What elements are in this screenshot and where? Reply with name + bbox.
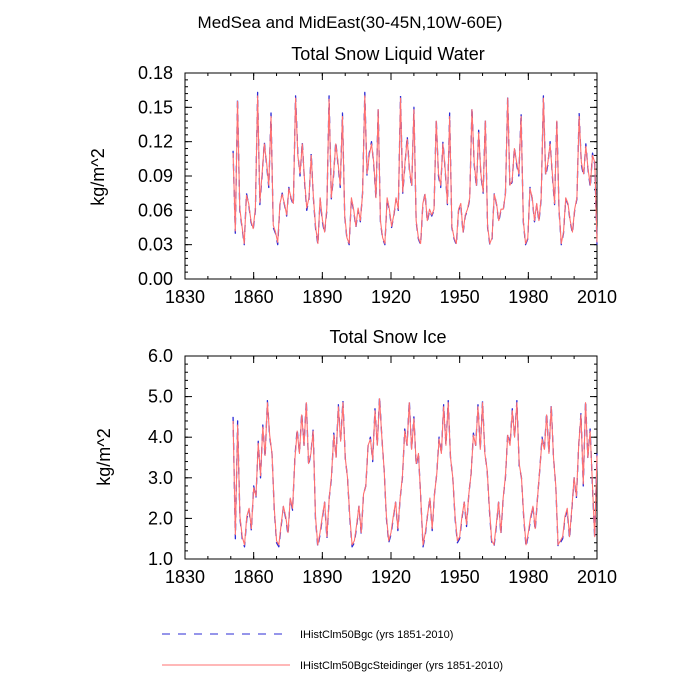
y-tick-label-snow-liquid-water: 0.09 (138, 166, 173, 186)
chart-title-snow-liquid-water: Total Snow Liquid Water (291, 44, 484, 64)
series-line-snow-liquid-water-ihistclm50bgcsteidinger (232, 95, 598, 245)
series-line-snow-ice-ihistclm50bgc (232, 395, 598, 548)
panel-snow-ice: Total Snow Ice kg/m^2 1830 1860 1890 1920 19… (94, 327, 617, 587)
x-tick-label-snow-liquid-water: 1920 (371, 287, 411, 307)
y-tick-label-snow-liquid-water: 0.00 (138, 269, 173, 289)
y-axis-label-snow-liquid-water: kg/m^2 (88, 148, 108, 205)
y-tick-label-snow-ice: 3.0 (148, 468, 173, 488)
y-tick-label-snow-liquid-water: 0.15 (138, 97, 173, 117)
x-tick-label-snow-ice: 1920 (371, 567, 411, 587)
panel-snow-liquid-water: Total Snow Liquid Water kg/m^2 1830 1860 1… (88, 44, 617, 307)
y-tick-label-snow-ice: 5.0 (148, 387, 173, 407)
x-tick-label-snow-ice: 1950 (440, 567, 480, 587)
y-tick-label-snow-liquid-water: 0.12 (138, 132, 173, 152)
x-tick-label-snow-ice: 1890 (302, 567, 342, 587)
x-tick-label-snow-liquid-water: 1860 (234, 287, 274, 307)
x-tick-label-snow-liquid-water: 1950 (440, 287, 480, 307)
y-tick-label-snow-ice: 6.0 (148, 346, 173, 366)
y-tick-label-snow-ice: 4.0 (148, 427, 173, 447)
series-line-snow-ice-ihistclm50bgcsteidinger (232, 398, 598, 546)
chart-title-snow-ice: Total Snow Ice (329, 327, 446, 347)
y-tick-label-snow-liquid-water: 0.18 (138, 63, 173, 83)
x-tick-label-snow-liquid-water: 2010 (577, 287, 617, 307)
legend-label-ihistclm50bgcsteidinger: IHistClm50BgcSteidinger (yrs 1851-2010) (300, 660, 503, 672)
x-tick-label-snow-ice: 2010 (577, 567, 617, 587)
legend: IHistClm50Bgc (yrs 1851-2010) IHistClm50… (162, 629, 503, 672)
legend-label-ihistclm50bgc: IHistClm50Bgc (yrs 1851-2010) (300, 629, 453, 641)
x-tick-label-snow-ice: 1860 (234, 567, 274, 587)
y-tick-label-snow-liquid-water: 0.06 (138, 200, 173, 220)
x-tick-label-snow-liquid-water: 1980 (508, 287, 548, 307)
y-tick-label-snow-liquid-water: 0.03 (138, 235, 173, 255)
plot-frame-snow-liquid-water (184, 72, 598, 280)
x-tick-label-snow-ice: 1830 (165, 567, 205, 587)
x-tick-label-snow-liquid-water: 1890 (302, 287, 342, 307)
y-axis-label-snow-ice: kg/m^2 (94, 428, 114, 485)
y-tick-label-snow-ice: 2.0 (148, 508, 173, 528)
y-tick-label-snow-ice: 1.0 (148, 549, 173, 569)
figure-title: MedSea and MidEast(30-45N,10W-60E) (198, 13, 503, 32)
x-tick-label-snow-ice: 1980 (508, 567, 548, 587)
x-tick-label-snow-liquid-water: 1830 (165, 287, 205, 307)
